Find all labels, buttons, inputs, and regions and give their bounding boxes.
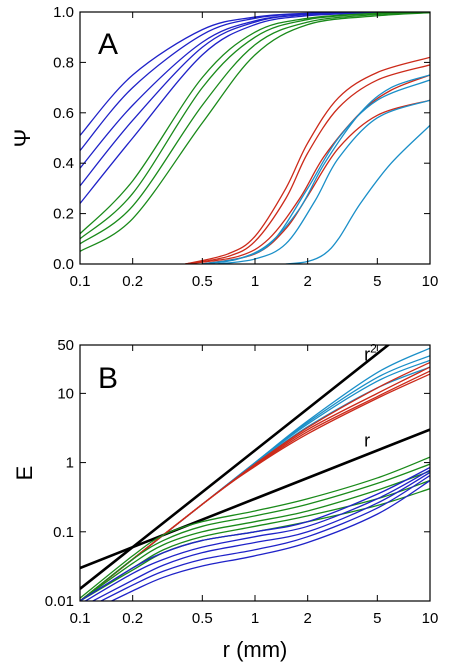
- panel-b-label: B: [98, 362, 118, 395]
- panel-a-series-line-green: [80, 12, 430, 240]
- panel-b-frame: [79, 344, 431, 602]
- panel-b-series: [80, 345, 430, 601]
- panel-b-series-line-green: [80, 488, 430, 601]
- panel-b-annotation: r: [364, 431, 370, 451]
- panel-a-x-tick-label: 5: [373, 273, 381, 290]
- panel-a-ylabel: Ψ: [10, 129, 35, 147]
- panel-b-annotation-superscript: 2: [370, 341, 377, 355]
- panel-b-x-tick-label: 5: [373, 610, 381, 627]
- panel-b-y-tick-label: 0.01: [45, 593, 74, 610]
- panel-b-x-tick-label: 0.2: [122, 610, 143, 627]
- panel-b-series-line-green: [80, 470, 430, 601]
- panel-a-x-tick-label: 0.2: [122, 273, 143, 290]
- panel-b-ylabel: E: [12, 466, 37, 481]
- panel-a-y-tick-label: 0.8: [53, 54, 74, 71]
- panel-b-x-tick-label: 0.5: [192, 610, 213, 627]
- panel-a-series-line-red: [202, 99, 430, 264]
- panel-a: 0.1 0.2 0.5 1 2 5 10 0.0 0.2 0.4 0.6 0.8 1.0 A Ψ: [10, 4, 438, 290]
- panel-a-series-line-blue: [80, 12, 430, 169]
- panel-b-x-tick-label: 1: [251, 610, 259, 627]
- panel-b-series-line-green: [80, 463, 430, 601]
- panel-a-y-tick-label: 0.2: [53, 206, 74, 223]
- panel-a-series-line-blue: [80, 12, 430, 204]
- panel-a-x-tick-label: 1: [251, 273, 259, 290]
- panel-b-series-line-black: [80, 345, 391, 590]
- panel-b-series-line-blue: [91, 471, 430, 601]
- panel-a-series-line-cyan: [216, 99, 430, 264]
- panel-a-y-tick-label: 0.6: [53, 105, 74, 122]
- panel-a-x-tick-label: 0.1: [70, 273, 91, 290]
- panel-a-series-line-red: [185, 64, 430, 264]
- panel-a-series-line-red: [185, 74, 430, 264]
- panel-a-series-line-green: [80, 12, 430, 252]
- panel-b-series-line-green: [80, 456, 430, 599]
- panel-b-series-line-blue: [84, 469, 430, 601]
- panel-a-series-line-red: [185, 56, 430, 264]
- panel-a-series-line-cyan: [202, 79, 430, 264]
- panel-a-label: A: [98, 28, 118, 61]
- panel-a-ticks: 0.1 0.2 0.5 1 2 5 10 0.0 0.2 0.4 0.6 0.8 1.0: [53, 4, 438, 290]
- panel-a-y-tick-label: 1.0: [53, 4, 74, 21]
- panel-b-series-line-blue: [99, 474, 430, 601]
- panel-b-y-tick-label: 10: [57, 385, 74, 402]
- panel-a-y-tick-label: 0.0: [53, 256, 74, 273]
- panel-b-x-tick-label: 0.1: [70, 610, 91, 627]
- panel-b-series-line-black: [80, 428, 430, 570]
- panel-b-y-tick-label: 50: [57, 337, 74, 354]
- panel-b-series-line-blue: [110, 480, 430, 601]
- panel-a-series-line-blue: [80, 12, 430, 136]
- panel-b-y-tick-label: 0.1: [53, 524, 74, 541]
- panel-a-x-tick-label: 0.5: [192, 273, 213, 290]
- panel-b-series-line-blue: [80, 466, 430, 601]
- panel-a-y-tick-label: 0.4: [53, 155, 74, 172]
- panel-b-y-tick-label: 1: [66, 455, 74, 472]
- panel-b-series-line-red: [80, 370, 430, 601]
- panel-b-annotation: r2: [364, 341, 377, 364]
- panel-b-x-tick-label: 2: [304, 610, 312, 627]
- panel-a-series-line-green: [80, 12, 430, 245]
- panel-b-x-tick-label: 10: [422, 610, 439, 627]
- panel-a-x-tick-label: 2: [304, 273, 312, 290]
- panel-b-xlabel: r (mm): [223, 637, 288, 662]
- panel-b-series-line-red: [80, 373, 430, 601]
- panel-a-series: [80, 12, 430, 264]
- panel-a-x-tick-label: 10: [422, 273, 439, 290]
